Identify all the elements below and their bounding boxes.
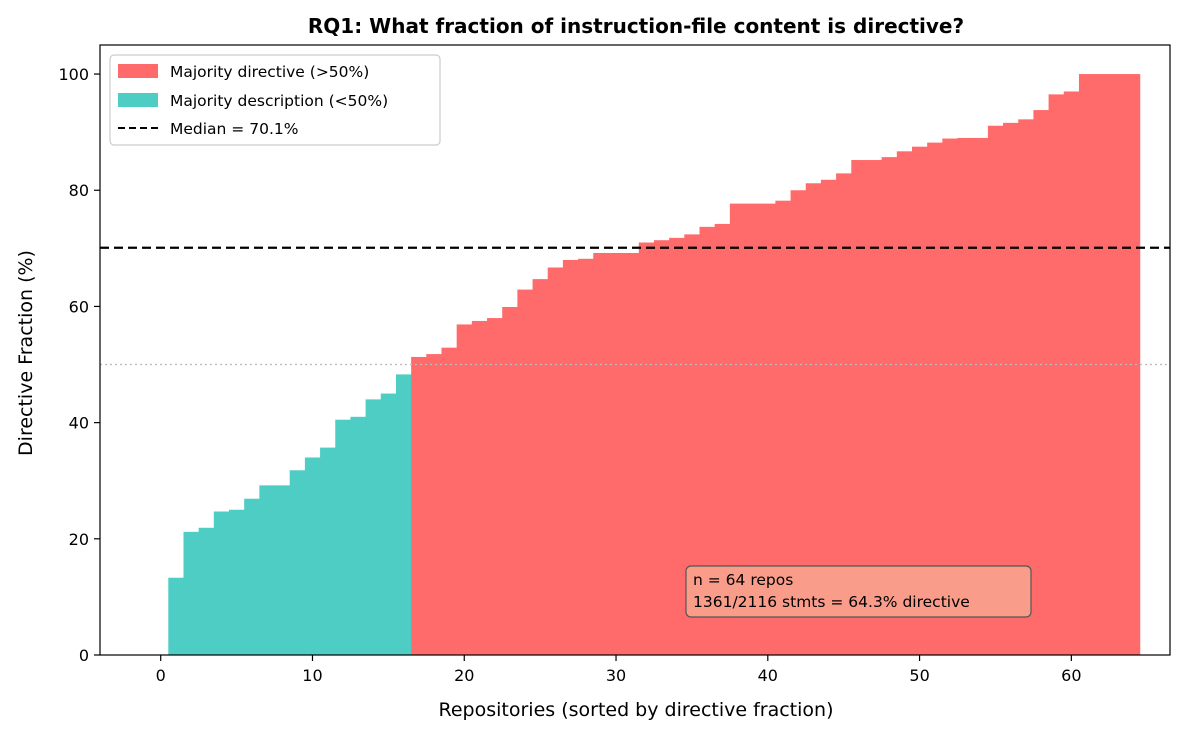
bar-repo-4 [213,511,230,655]
bar-repo-51 [927,142,943,656]
bar-repo-11 [320,447,336,655]
bar-repo-35 [684,234,701,655]
bar-repo-45 [836,173,852,655]
bar-repo-54 [972,137,989,655]
y-axis-ticks: 0 20 40 60 80 100 [58,65,100,665]
legend-label-description: Majority description (<50%) [170,92,388,110]
bar-repo-19 [441,347,458,655]
bar-repo-56 [1003,122,1019,656]
legend-swatch-directive [118,64,158,78]
bar-repo-59 [1048,94,1065,655]
bar-repo-46 [851,160,868,655]
bar-repo-18 [426,354,443,655]
bar-repo-63 [1109,74,1126,656]
bar-repo-60 [1063,91,1080,656]
bar-repo-37 [714,223,731,655]
watermark: 掘金技术社区 @ yunwei37 [901,687,1163,711]
bar-repo-6 [244,498,260,655]
x-tick-label-60: 60 [1061,666,1081,685]
x-tick-label-40: 40 [758,666,778,685]
y-tick-label-0: 0 [79,646,89,665]
bar-repo-13 [350,416,367,655]
bar-repo-36 [699,226,716,655]
bar-repo-40 [760,203,776,655]
bar-repo-10 [304,457,321,655]
legend-label-directive: Majority directive (>50%) [170,63,369,81]
bar-repo-22 [487,318,503,655]
bar-repo-1 [168,577,185,655]
bar-repo-27 [562,259,579,655]
bar-repo-43 [805,183,822,655]
legend-box [109,54,441,146]
bar-repo-33 [653,240,670,655]
bar-repo-32 [638,242,655,655]
bar-repo-55 [987,125,1004,655]
x-tick-label-50: 50 [909,666,929,685]
bar-repo-26 [547,267,564,655]
y-tick-label-100: 100 [58,65,89,84]
bar-repo-42 [790,190,807,656]
bar-repo-20 [456,324,473,655]
bar-repo-24 [517,289,534,655]
bar-repo-52 [942,138,959,655]
y-tick-label-20: 20 [69,530,89,549]
x-axis-label: Repositories (sorted by directive fracti… [439,699,834,721]
bar-repo-7 [259,485,276,655]
bar-repo-17 [411,356,427,655]
y-tick-label-60: 60 [69,297,89,316]
bar-repo-57 [1018,119,1035,656]
bar-repo-39 [745,203,761,655]
bar-repo-44 [820,179,837,655]
bar-repo-25 [532,279,549,655]
annotation-background [685,565,1032,618]
bar-repo-34 [669,237,685,655]
bar-repo-12 [335,419,352,655]
bar-repo-21 [471,320,488,655]
x-tick-label-30: 30 [606,666,626,685]
bars-group [168,74,1141,656]
legend-label-median: Median = 70.1% [170,120,298,138]
bar-repo-50 [911,146,928,656]
annotation-box: n = 64 repos 1361/2116 stmts = 64.3% dir… [685,565,1032,618]
y-tick-label-40: 40 [69,414,89,433]
bar-repo-28 [578,258,594,655]
x-tick-label-10: 10 [302,666,322,685]
annotation-line-2: 1361/2116 stmts = 64.3% directive [693,593,970,611]
bar-repo-2 [183,531,200,655]
x-axis-ticks: 0 10 20 30 40 50 60 [156,655,1082,685]
bar-repo-38 [729,203,746,655]
x-tick-label-20: 20 [454,666,474,685]
x-tick-label-0: 0 [156,666,166,685]
bar-repo-3 [198,527,215,655]
bar-repo-47 [866,160,883,655]
bar-repo-58 [1033,110,1050,655]
bar-repo-48 [881,157,898,655]
legend-swatch-description [118,93,158,107]
bar-repo-49 [896,151,913,655]
bar-repo-41 [775,200,792,655]
bar-repo-8 [274,485,291,655]
bar-repo-16 [395,374,412,655]
y-tick-label-80: 80 [69,181,89,200]
chart-title: RQ1: What fraction of instruction-file c… [308,14,964,38]
bar-repo-15 [380,393,397,655]
bar-repo-14 [365,399,382,655]
y-axis-label: Directive Fraction (%) [15,250,37,456]
bar-repo-30 [608,252,625,656]
bar-repo-23 [502,307,518,655]
legend: Majority directive (>50%) Majority descr… [109,54,441,146]
plot-frame [99,44,1171,656]
annotation-line-1: n = 64 repos [693,571,793,589]
bar-repo-9 [289,470,306,655]
bar-repo-29 [593,252,610,656]
bar-repo-64 [1124,74,1141,656]
bar-repo-5 [229,509,245,655]
bar-repo-53 [957,137,974,655]
bar-repo-31 [623,252,640,656]
